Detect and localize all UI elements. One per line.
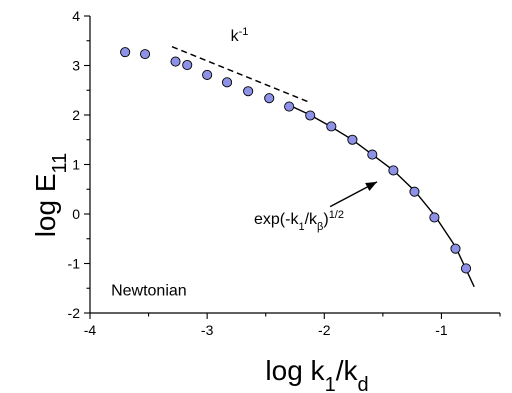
data-point [305,110,316,121]
x-tick-label: -1 [435,322,448,338]
y-axis-title: log E11 [30,153,71,238]
data-point [409,186,420,197]
data-point [264,93,275,104]
data-point [429,212,440,223]
plot-marks [120,46,475,288]
fit-curve [288,104,475,288]
data-point [120,47,131,58]
fit-annotation-sup: 1/2 [329,209,344,221]
newtonian-label: Newtonian [111,283,187,300]
slope-reference-line [171,46,311,104]
data-point [202,69,213,80]
y-tick-label: 1 [72,157,80,173]
data-point [284,101,295,112]
plot-axes: -4 -3 -2 -1 -2 -1 0 1 2 3 4 [68,8,501,338]
x-axis-title-sub1: 1 [325,374,336,393]
slope-annotation-sup: -1 [239,26,249,38]
fit-annotation: exp(-k1/kβ)1/2 [254,209,344,233]
data-point [243,86,254,97]
data-point [460,263,472,274]
data-point [140,49,151,60]
fit-annotation-sub2: β [317,221,323,233]
data-point [367,149,378,160]
fit-arrow-head [365,181,377,191]
fit-annotation-prefix: exp(-k [254,211,299,228]
data-point [326,121,337,132]
data-point [347,134,358,145]
x-tick-label: -2 [318,322,331,338]
data-point [170,56,181,67]
data-point [450,243,461,254]
y-axis-title-main: log E [30,173,61,237]
x-tick-label: -4 [84,322,97,338]
fit-annotation-close: ) [323,211,328,228]
slope-annotation: k-1 [231,26,249,45]
slope-annotation-base: k [231,28,240,45]
y-tick-label: -1 [68,256,81,272]
x-axis-title-sub2: d [357,374,368,393]
fit-annotation-mid: /k [305,211,318,228]
fit-annotation-sub1: 1 [298,221,304,233]
data-point [388,165,399,176]
x-axis-title-mid: /k [336,355,359,386]
plot-labels: log E11 log k1/kd k-1 exp(-k1/kβ)1/2 New… [30,26,369,393]
x-axis-title-main: log k [265,355,325,386]
data-point [182,59,193,71]
y-tick-label: 2 [72,107,80,123]
data-point [222,77,233,88]
y-tick-label: -2 [68,305,81,321]
y-tick-label: 0 [72,206,80,222]
x-axis-title: log k1/kd [265,355,368,393]
x-tick-label: -3 [201,322,214,338]
y-axis-title-sub: 11 [49,153,71,174]
y-tick-label: 4 [72,8,80,24]
y-tick-label: 3 [72,58,80,74]
